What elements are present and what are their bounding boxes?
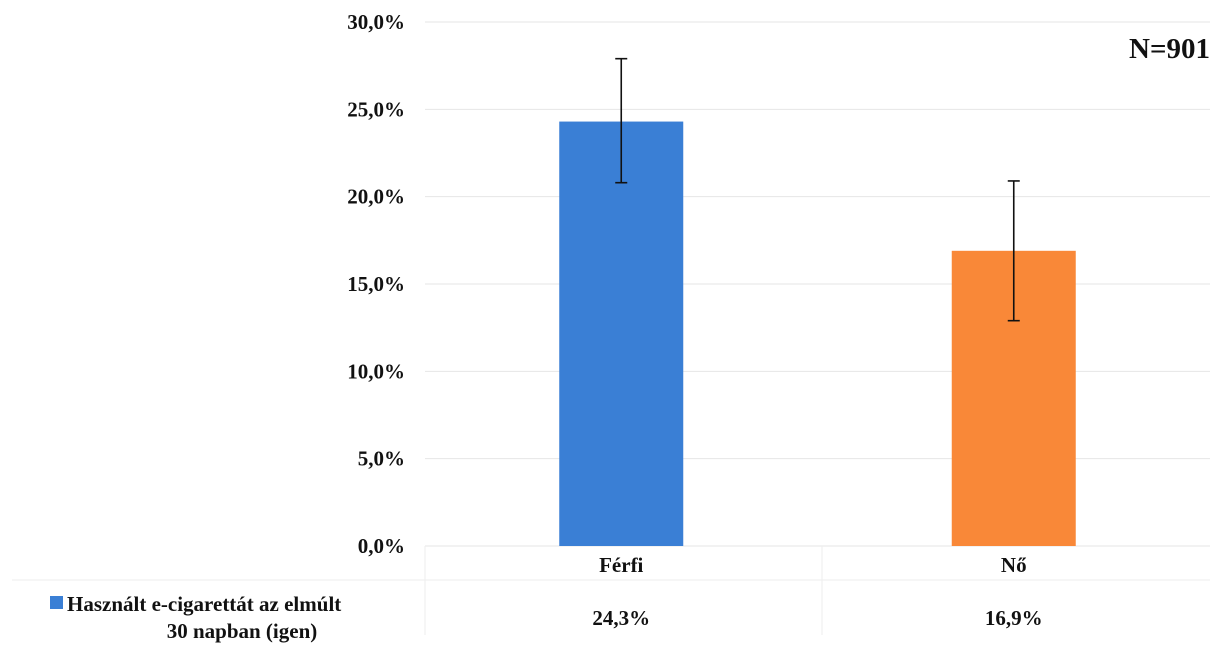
grid (425, 21, 1210, 547)
y-tick-label: 5,0% (358, 447, 405, 471)
y-axis-ticks: 0,0% 5,0% 10,0% 15,0% 20,0% 25,0% 30,0% (347, 10, 405, 558)
category-labels: Férfi Nő (599, 553, 1026, 577)
y-tick-label: 15,0% (347, 272, 405, 296)
data-table-values: 24,3% 16,9% (592, 606, 1042, 630)
y-tick-label: 25,0% (347, 97, 405, 121)
category-label: Férfi (599, 553, 643, 577)
legend-label-line-1: Használt e-cigarettát az elmúlt (67, 592, 341, 616)
bar (559, 121, 684, 546)
y-tick-label: 0,0% (358, 534, 405, 558)
legend-label-line-2: 30 napban (igen) (167, 619, 318, 643)
y-tick-label: 30,0% (347, 10, 405, 34)
y-tick-label: 10,0% (347, 359, 405, 383)
legend-swatch (50, 596, 63, 609)
bars (559, 121, 1076, 546)
error-bars (615, 57, 1020, 322)
legend-label: Használt e-cigarettát az elmúlt 30 napba… (67, 592, 347, 643)
y-tick-label: 20,0% (347, 185, 405, 209)
data-table-lines (12, 546, 1210, 635)
data-table-value: 16,9% (985, 606, 1043, 630)
data-table-value: 24,3% (592, 606, 650, 630)
category-label: Nő (1001, 553, 1027, 577)
sample-size-annotation: N=901 (1129, 33, 1210, 65)
